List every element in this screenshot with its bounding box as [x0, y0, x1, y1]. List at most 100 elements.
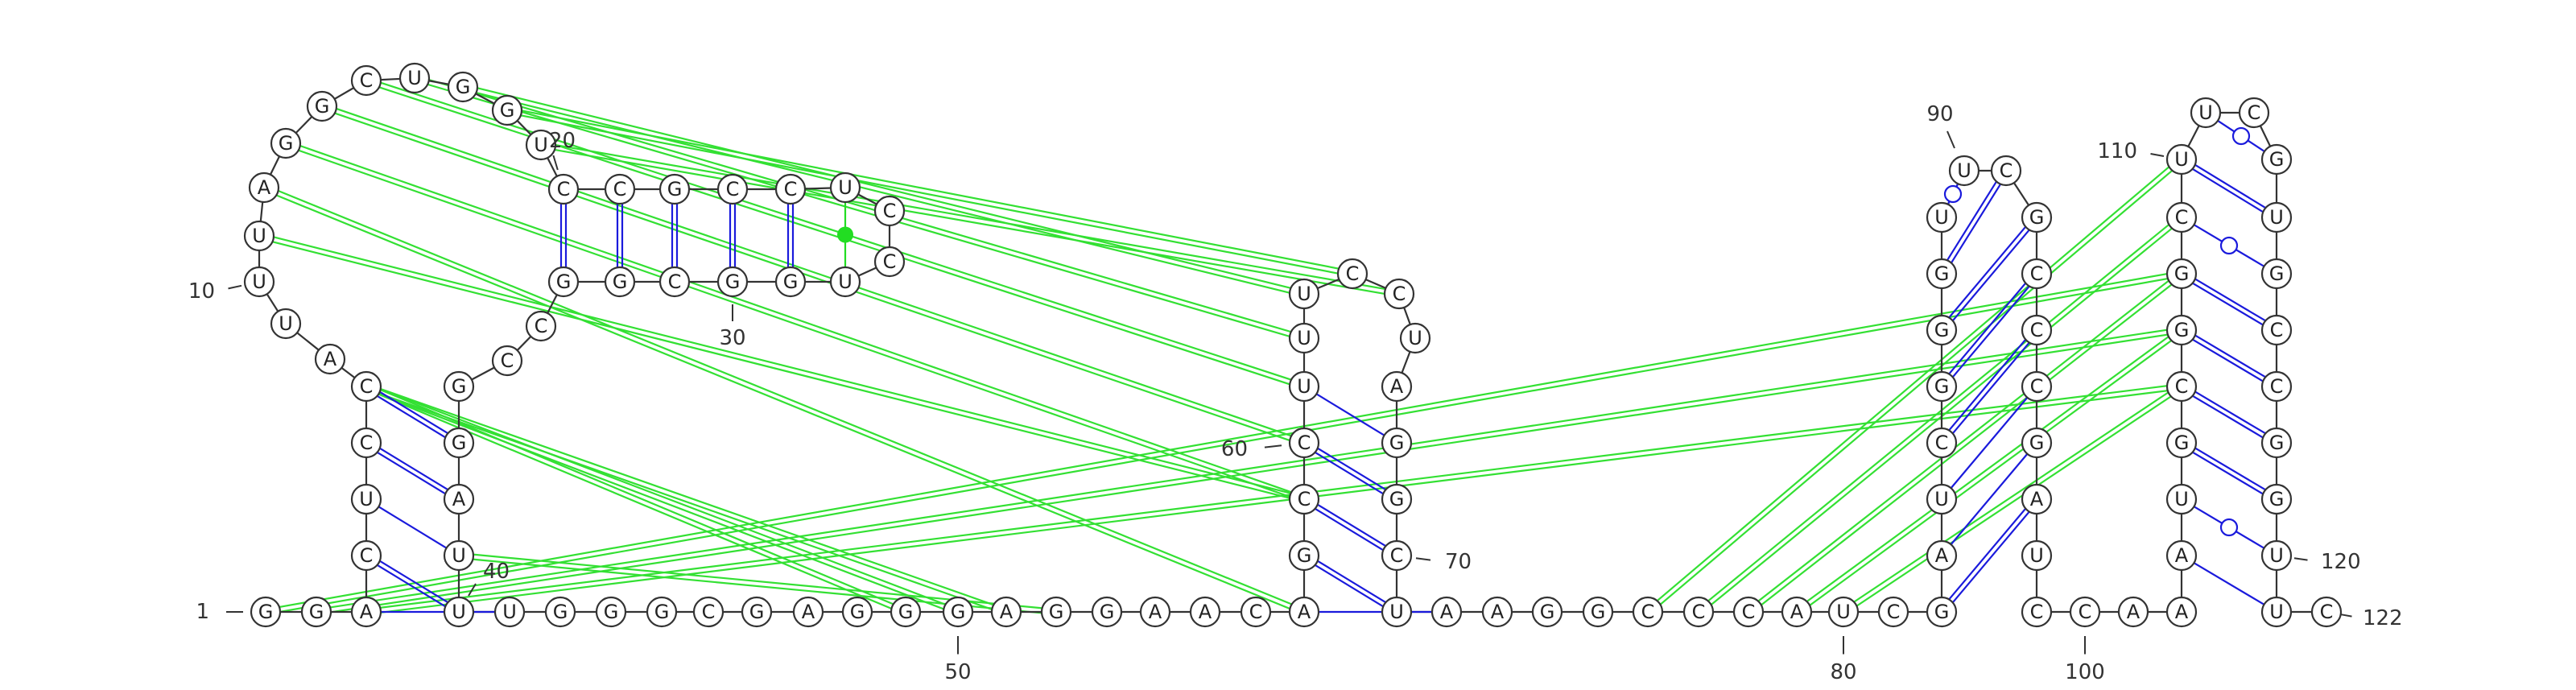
nucleotide-letter: C [1390, 544, 1404, 567]
pseudoknot-line [259, 233, 1306, 498]
nucleotide: G [1926, 258, 1958, 290]
base-pair [2192, 390, 2266, 439]
nucleotide-letter: G [604, 601, 619, 623]
base-pair [2192, 278, 2266, 326]
nucleotide-letter: U [1934, 206, 1949, 229]
pseudoknot-line [264, 184, 1306, 611]
nucleotide: G [1531, 596, 1563, 628]
nucleotide: C [1682, 596, 1715, 628]
nucleotide-letter: G [951, 601, 966, 623]
base-pair [1315, 503, 1386, 552]
nucleotide-letter: G [279, 132, 294, 155]
pseudoknot-line [316, 326, 2182, 611]
pseudoknot-line [462, 88, 1304, 297]
nucleotide: C [1288, 427, 1320, 459]
nucleotide: G [1582, 596, 1614, 628]
nucleotide: C [2310, 596, 2343, 628]
nucleotide-letter: U [252, 271, 266, 293]
nucleotide: A [443, 483, 475, 515]
nucleotide-letter: G [2174, 319, 2190, 341]
nucleotide: G [306, 90, 338, 122]
pseudoknot-line [366, 77, 1306, 386]
nucleotide: G [841, 596, 873, 628]
nucleotide: C [2021, 314, 2053, 346]
nucleotide-letter: A [1199, 601, 1212, 623]
nucleotide-letter: U [502, 601, 517, 623]
nucleotide-letter: U [452, 544, 466, 567]
position-label: 100 [2065, 660, 2105, 684]
base-pair [1950, 397, 2029, 489]
position-label: 120 [2321, 550, 2361, 574]
base-pair [1948, 226, 2030, 321]
nucleotide: C [2165, 201, 2198, 233]
nucleotide: G [1040, 596, 1072, 628]
nucleotide-letter: G [1100, 601, 1115, 623]
nucleotide: C [350, 64, 382, 97]
nucleotide: C [1336, 258, 1368, 290]
nucleotide-letter: C [2175, 206, 2189, 229]
nucleotide-letter: C [883, 250, 897, 273]
nucleotide-letter: C [360, 69, 374, 92]
nucleotide-letter: G [452, 375, 467, 398]
nucleotide: C [873, 246, 906, 278]
nucleotide: C [350, 539, 382, 572]
nucleotide: U [2190, 97, 2222, 129]
nucleotide: C [547, 173, 580, 205]
pseudoknot-line [1749, 275, 2184, 615]
nucleotide-letter: U [1957, 159, 1971, 182]
nucleotide: U [443, 596, 475, 628]
nucleotide: U [270, 308, 302, 340]
pseudoknot-line [507, 106, 1353, 273]
nucleotide: U [1288, 278, 1320, 310]
nucleotide-letter: C [1298, 432, 1311, 454]
nucleotide-letter: G [309, 601, 324, 623]
nucleotide-letter: G [2269, 148, 2285, 171]
nucleotide-letter: C [613, 178, 627, 200]
pseudoknot-line [1798, 331, 2184, 615]
pseudoknot-line [463, 84, 1305, 293]
nucleotide-letter: G [1934, 262, 1950, 285]
nucleotide-letter: A [1298, 601, 1311, 623]
nucleotide: A [1481, 596, 1513, 628]
nucleotide: U [1288, 370, 1320, 403]
position-label: 10 [188, 279, 215, 304]
position-label: 40 [483, 560, 510, 584]
nucleotide: G [2165, 314, 2198, 346]
pseudoknot-line [266, 275, 2182, 616]
nucleotide-letter: C [702, 601, 716, 623]
nucleotide-letter: C [2030, 262, 2044, 285]
nucleotide-letter: U [1297, 327, 1311, 349]
nucleotide-letter: U [2198, 101, 2213, 124]
pseudoknot-line [540, 146, 1399, 298]
base-pair [2192, 163, 2266, 213]
nucleotide-letter: G [667, 178, 683, 200]
position-label: 110 [2097, 139, 2137, 163]
nucleotide-letter: U [2269, 544, 2284, 567]
nucleotide-letter: A [1491, 601, 1505, 623]
nucleotide-letter: G [2029, 432, 2045, 454]
nucleotide-letter: G [1934, 319, 1950, 341]
nucleotide-letter: A [2175, 601, 2189, 623]
pseudoknot-line [541, 141, 1400, 293]
nucleotide: U [2021, 539, 2053, 572]
nucleotide: G [270, 127, 302, 159]
nucleotide-letter: G [850, 601, 865, 623]
nucleotide-letter: C [726, 178, 740, 200]
nucleotide-letter: A [324, 348, 337, 370]
nucleotide-letter: C [2175, 375, 2189, 398]
nucleotide: A [990, 596, 1022, 628]
nucleotide: C [873, 195, 906, 227]
position-tick [1415, 557, 1431, 561]
nucleotide: A [792, 596, 824, 628]
nucleotide: U [493, 596, 526, 628]
nucleotide: U [2260, 596, 2293, 628]
nucleotide: C [1288, 483, 1320, 515]
nucleotide: C [1926, 427, 1958, 459]
nucleotide-letter: C [2270, 319, 2284, 341]
base-pair [671, 204, 679, 267]
position-label: 80 [1830, 660, 1856, 684]
nucleotide-letter: U [2174, 148, 2189, 171]
nucleotide-letter: U [1297, 283, 1311, 305]
nucleotide: G [1091, 596, 1123, 628]
nucleotide: G [741, 596, 773, 628]
